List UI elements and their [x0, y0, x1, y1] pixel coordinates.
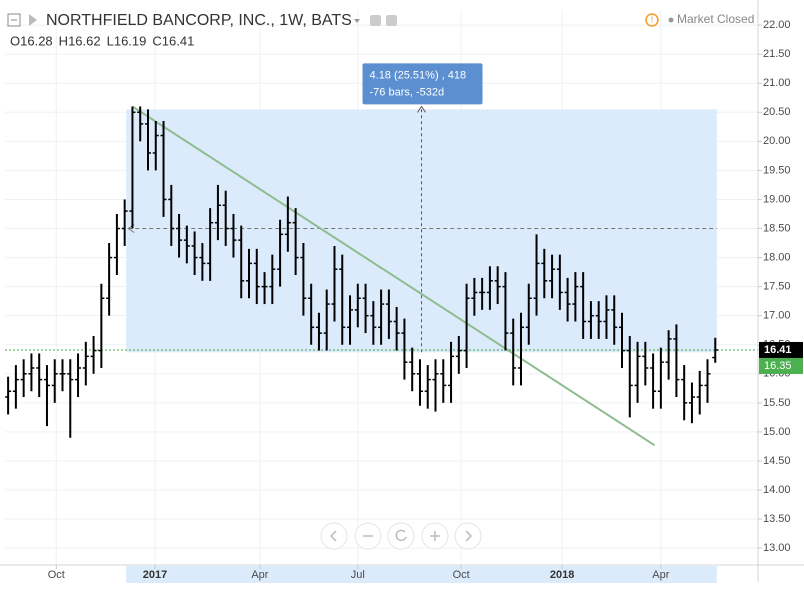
scroll-left-button[interactable] — [320, 522, 348, 550]
y-tick-label: 19.00 — [763, 193, 791, 205]
y-tick-label: 20.50 — [763, 106, 791, 118]
icon — [465, 530, 473, 542]
level-box — [759, 357, 803, 374]
x-tick-label: 2018 — [550, 569, 574, 581]
y-tick-label: 13.50 — [763, 513, 791, 525]
x-tick-label: Oct — [48, 569, 65, 581]
x-tick-label: Apr — [652, 569, 669, 581]
x-tick-label: 2017 — [143, 569, 167, 581]
ohlc-value: 16.62 — [68, 33, 101, 48]
header: NORTHFIELD BANCORP, INC., 1W, BATS ! Mar… — [7, 12, 754, 29]
y-tick-label: 22.00 — [763, 19, 791, 31]
ohlc-prefix: H — [59, 33, 68, 48]
dropdown-icon[interactable] — [354, 19, 360, 23]
last-price-box — [759, 341, 803, 358]
measure-label-box — [362, 63, 483, 105]
market-status: Market Closed — [677, 12, 754, 26]
scroll-right-button[interactable] — [454, 522, 482, 550]
navigation-buttons — [320, 522, 482, 550]
icon — [430, 531, 440, 541]
y-tick-label: 20.00 — [763, 135, 791, 147]
y-tick-label: 21.50 — [763, 48, 791, 60]
time-range-highlight — [126, 566, 717, 583]
chart-title: NORTHFIELD BANCORP, INC., 1W, BATS — [46, 12, 352, 29]
measure-label: 4.18 (25.51%) , 418 — [370, 69, 467, 81]
icon — [329, 530, 337, 542]
last-price-label: 16.41 — [764, 344, 792, 356]
ohlc-prefix: C — [152, 33, 161, 48]
y-tick-label: 13.00 — [763, 542, 791, 554]
y-tick-label: 18.50 — [763, 222, 791, 234]
reset-button[interactable] — [387, 522, 415, 550]
ohlc-prefix: O — [10, 33, 20, 48]
icon — [395, 529, 407, 542]
trend-line — [131, 105, 656, 447]
y-tick-label: 15.00 — [763, 426, 791, 438]
price-labels: 16.41 16.35 — [759, 341, 803, 374]
close-icon[interactable] — [386, 15, 397, 26]
settings-icon[interactable] — [370, 15, 381, 26]
x-tick-label: Apr — [251, 569, 268, 581]
status-icon-mark: ! — [651, 15, 654, 25]
level-label: 16.35 — [764, 360, 792, 372]
arrow-icon — [29, 14, 37, 26]
y-tick-label: 19.50 — [763, 164, 791, 176]
bars — [5, 106, 719, 438]
measure-arrow-up — [417, 105, 426, 113]
y-tick-label: 14.50 — [763, 455, 791, 467]
status-icon — [645, 13, 659, 27]
y-tick-label: 15.50 — [763, 397, 791, 409]
ohlc-values: O 16.28 H 16.62 L 16.19 C 16.41 — [10, 33, 194, 48]
y-tick-label: 14.00 — [763, 484, 791, 496]
ohlc-prefix: L — [107, 33, 114, 48]
status-dot — [668, 17, 674, 23]
y-tick-label: 21.00 — [763, 77, 791, 89]
measure-label: -76 bars, -532d — [370, 86, 445, 98]
x-tick-label: Jul — [351, 569, 365, 581]
ohlc-value: 16.28 — [20, 33, 53, 48]
x-tick-label: Oct — [453, 569, 470, 581]
y-tick-label: 17.00 — [763, 310, 791, 322]
y-tick-label: 17.50 — [763, 281, 791, 293]
ohlc-value: 16.19 — [114, 33, 147, 48]
ohlc-value: 16.41 — [162, 33, 195, 48]
y-tick-label: 18.00 — [763, 251, 791, 263]
drawings: 4.18 (25.51%) , 418 -76 bars, -532d — [5, 63, 758, 447]
